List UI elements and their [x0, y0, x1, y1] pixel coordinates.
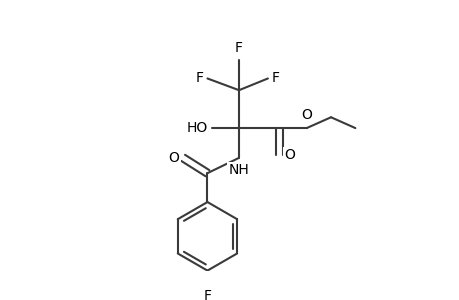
Text: F: F [196, 71, 203, 85]
Text: O: O [301, 108, 311, 122]
Text: F: F [271, 71, 279, 85]
Text: O: O [168, 151, 179, 165]
Text: HO: HO [187, 121, 208, 135]
Text: F: F [235, 41, 242, 55]
Text: F: F [203, 289, 211, 300]
Text: O: O [284, 148, 294, 162]
Text: NH: NH [228, 163, 249, 177]
